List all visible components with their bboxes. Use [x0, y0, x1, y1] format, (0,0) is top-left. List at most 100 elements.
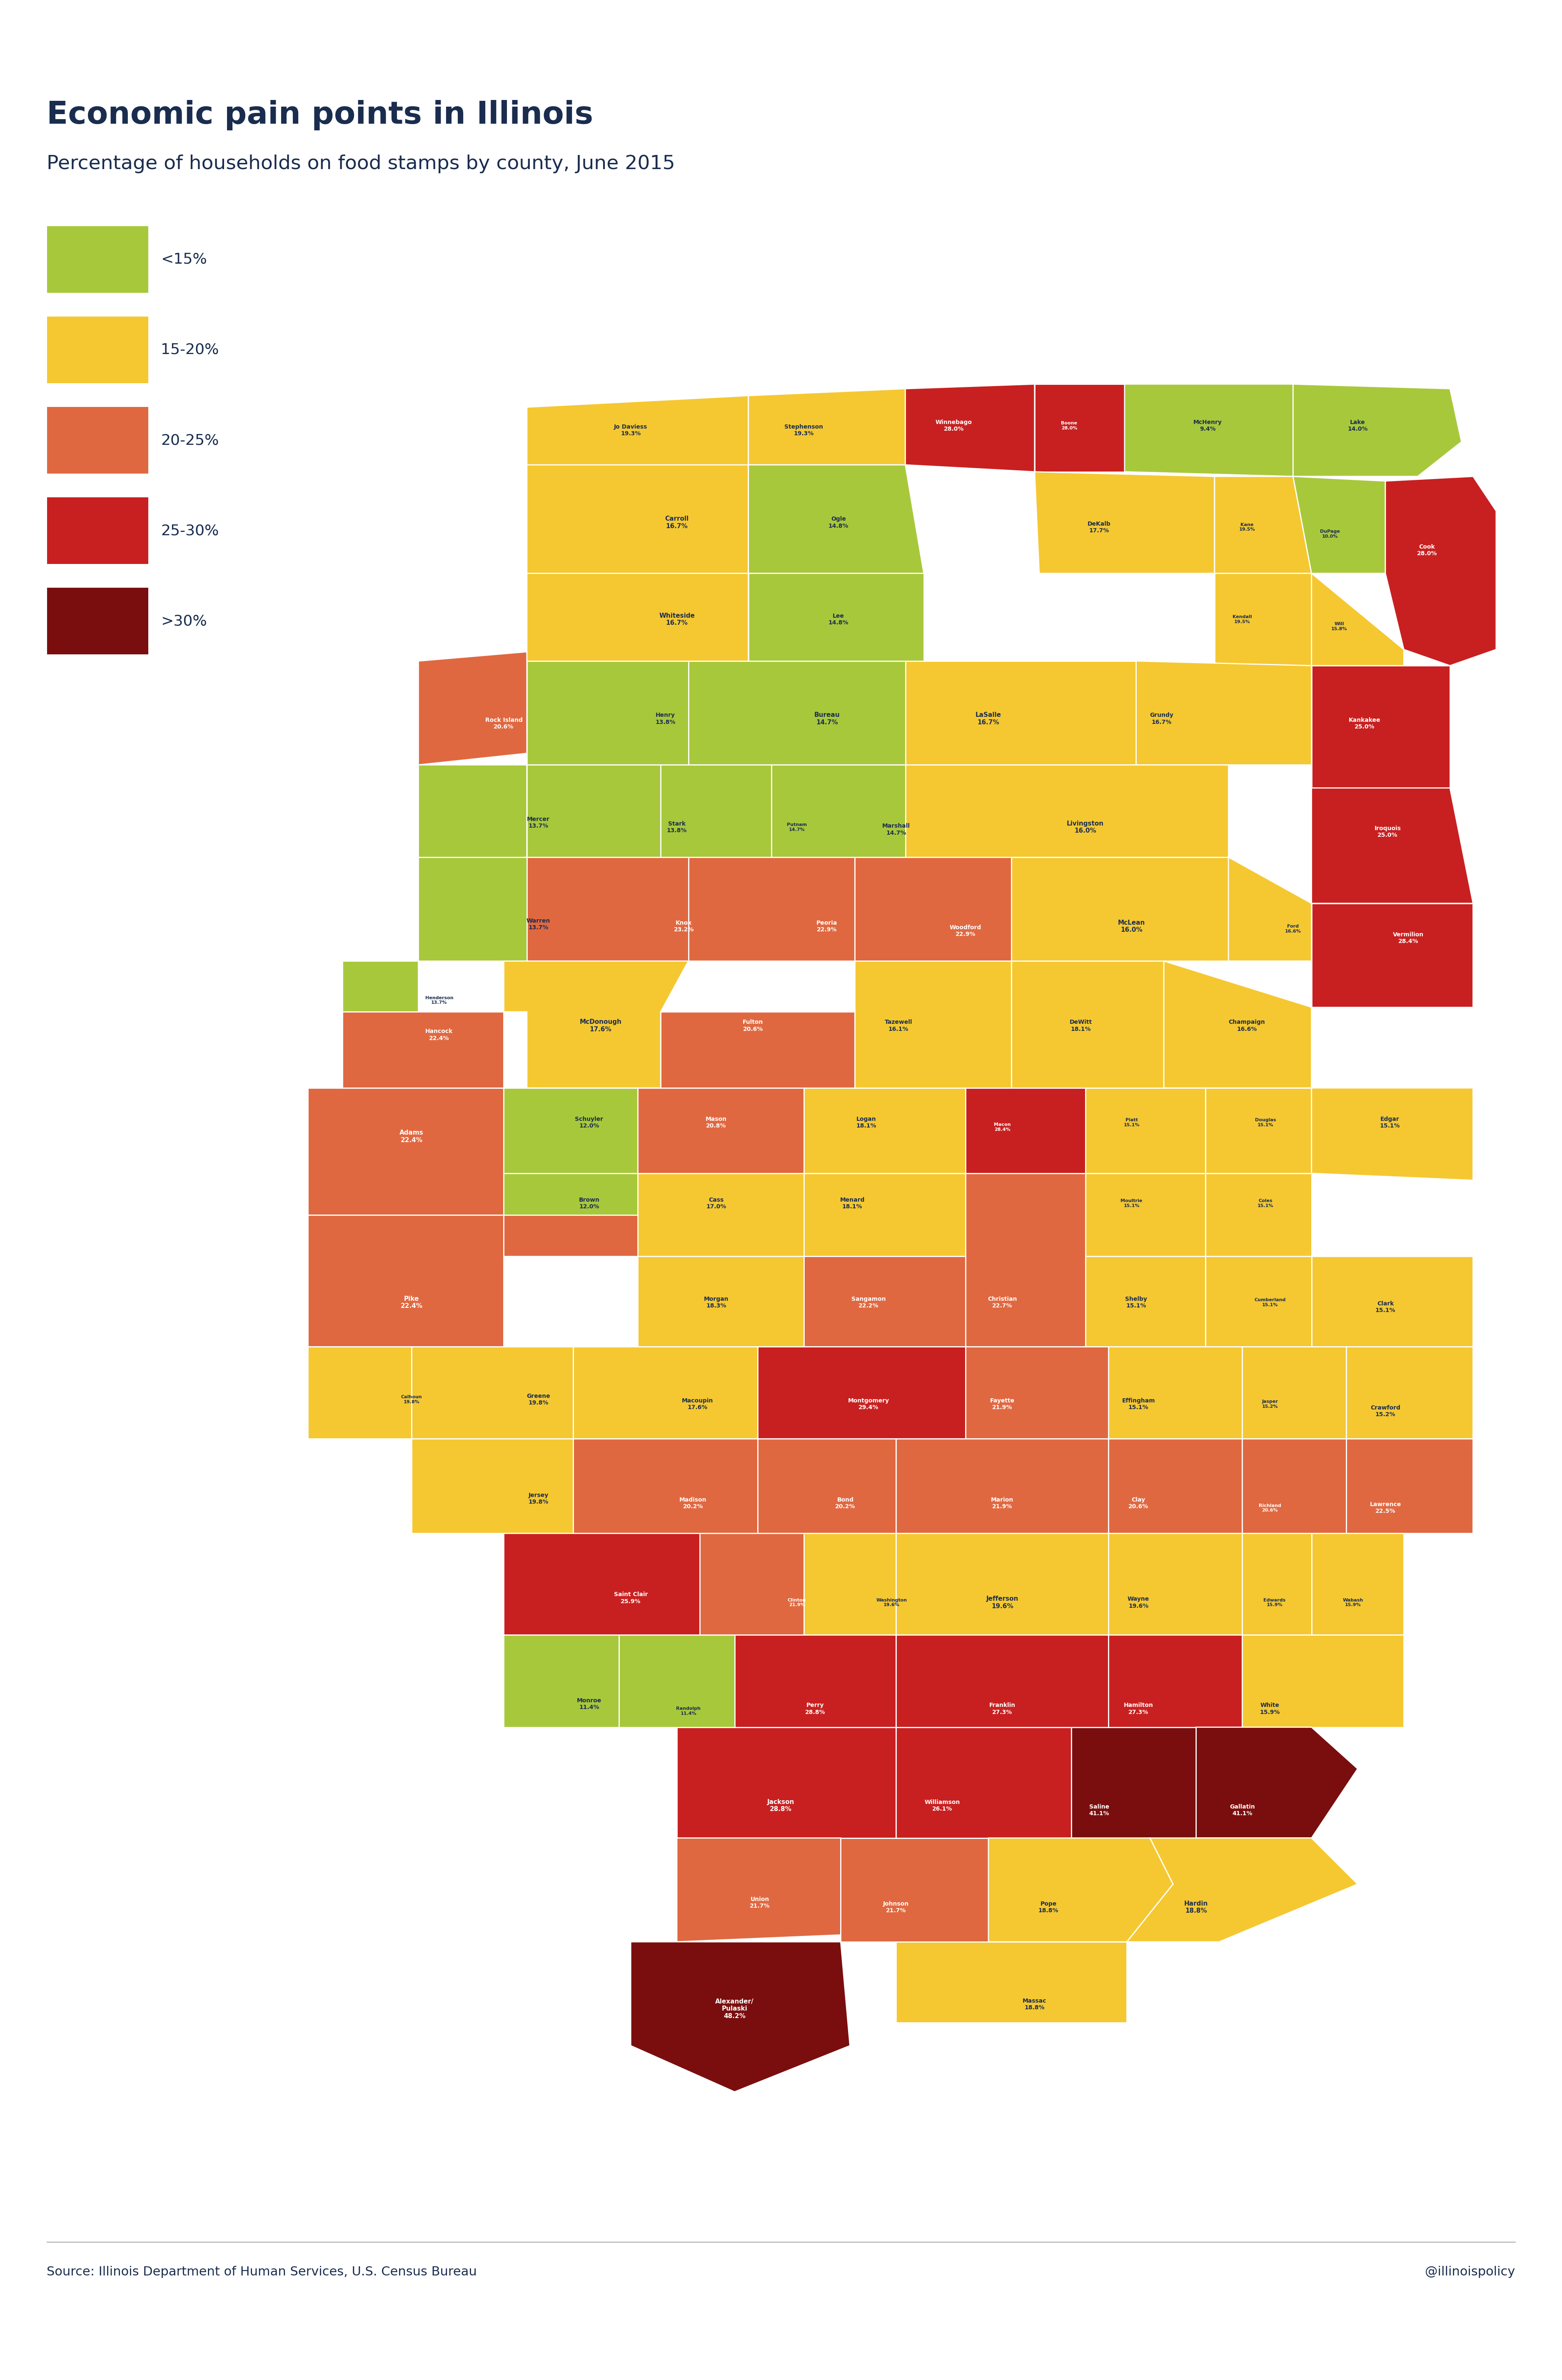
- Text: Jersey
19.8%: Jersey 19.8%: [528, 1492, 548, 1504]
- Text: Jefferson
19.6%: Jefferson 19.6%: [986, 1597, 1018, 1609]
- Polygon shape: [419, 652, 526, 764]
- Text: Boone
28.0%: Boone 28.0%: [1061, 421, 1078, 431]
- Text: Will
15.8%: Will 15.8%: [1331, 621, 1348, 631]
- Text: Wabash
15.9%: Wabash 15.9%: [1343, 1597, 1364, 1607]
- Text: Fayette
21.9%: Fayette 21.9%: [990, 1397, 1015, 1411]
- Text: Morgan
18.3%: Morgan 18.3%: [704, 1297, 728, 1309]
- Text: Piatt
15.1%: Piatt 15.1%: [1123, 1119, 1140, 1128]
- Text: Hardin
18.8%: Hardin 18.8%: [1184, 1902, 1207, 1914]
- Polygon shape: [411, 1440, 573, 1533]
- Polygon shape: [573, 1347, 758, 1440]
- Polygon shape: [1312, 574, 1404, 666]
- Polygon shape: [526, 662, 689, 764]
- Text: McLean
16.0%: McLean 16.0%: [1118, 919, 1145, 933]
- Polygon shape: [342, 962, 419, 1012]
- Polygon shape: [1312, 1088, 1473, 1180]
- Text: Edgar
15.1%: Edgar 15.1%: [1379, 1116, 1400, 1128]
- Text: Pope
18.8%: Pope 18.8%: [1039, 1902, 1059, 1914]
- Text: Knox
23.2%: Knox 23.2%: [673, 921, 694, 933]
- Text: Sangamon
22.2%: Sangamon 22.2%: [851, 1297, 886, 1309]
- Text: Clinton
21.9%: Clinton 21.9%: [787, 1597, 806, 1607]
- Text: Carroll
16.7%: Carroll 16.7%: [665, 516, 689, 528]
- Polygon shape: [1206, 1088, 1312, 1173]
- Text: Montgomery
29.4%: Montgomery 29.4%: [848, 1397, 889, 1411]
- Text: Peoria
22.9%: Peoria 22.9%: [817, 921, 837, 933]
- Text: Schuyler
12.0%: Schuyler 12.0%: [575, 1116, 603, 1128]
- Polygon shape: [1346, 1440, 1473, 1533]
- Polygon shape: [1126, 1837, 1357, 1942]
- Text: Woodford
22.9%: Woodford 22.9%: [950, 926, 981, 938]
- Text: DeWitt
18.1%: DeWitt 18.1%: [1070, 1019, 1092, 1033]
- Polygon shape: [526, 574, 748, 678]
- Polygon shape: [897, 1728, 1072, 1837]
- Polygon shape: [897, 1440, 1109, 1533]
- Polygon shape: [758, 1440, 897, 1533]
- Text: Adams
22.4%: Adams 22.4%: [400, 1130, 423, 1142]
- Polygon shape: [1312, 788, 1473, 904]
- Text: Massac
18.8%: Massac 18.8%: [1023, 1997, 1047, 2011]
- Text: Greene
19.8%: Greene 19.8%: [526, 1392, 550, 1407]
- Text: Rock Island
20.6%: Rock Island 20.6%: [486, 716, 523, 731]
- Text: Vermilion
28.4%: Vermilion 28.4%: [1393, 931, 1425, 945]
- Polygon shape: [965, 1088, 1086, 1173]
- Text: Bond
20.2%: Bond 20.2%: [836, 1497, 856, 1509]
- Polygon shape: [637, 1257, 804, 1347]
- Text: Moultrie
15.1%: Moultrie 15.1%: [1120, 1200, 1142, 1207]
- Polygon shape: [758, 1347, 965, 1440]
- Text: Washington
19.6%: Washington 19.6%: [876, 1597, 908, 1607]
- Text: <15%: <15%: [161, 252, 208, 267]
- Text: Cook
28.0%: Cook 28.0%: [1417, 545, 1437, 557]
- Text: Union
21.7%: Union 21.7%: [750, 1897, 770, 1909]
- Text: Kankakee
25.0%: Kankakee 25.0%: [1348, 716, 1381, 731]
- Text: Marshall
14.7%: Marshall 14.7%: [883, 823, 911, 835]
- Text: Mercer
13.7%: Mercer 13.7%: [526, 816, 550, 828]
- Text: 15-20%: 15-20%: [161, 343, 219, 357]
- Polygon shape: [804, 1533, 897, 1635]
- Text: Randolph
11.4%: Randolph 11.4%: [676, 1706, 701, 1716]
- Text: >30%: >30%: [161, 614, 208, 628]
- Polygon shape: [854, 962, 1012, 1088]
- Text: Wayne
19.6%: Wayne 19.6%: [1128, 1597, 1150, 1609]
- Polygon shape: [1242, 1635, 1404, 1728]
- Text: Cumberland
15.1%: Cumberland 15.1%: [1254, 1297, 1286, 1307]
- Text: Henry
13.8%: Henry 13.8%: [654, 712, 675, 726]
- Text: Bureau
14.7%: Bureau 14.7%: [814, 712, 840, 726]
- Text: Warren
13.7%: Warren 13.7%: [526, 919, 550, 931]
- Polygon shape: [854, 857, 1012, 962]
- Polygon shape: [1034, 471, 1215, 574]
- Polygon shape: [1293, 383, 1462, 476]
- Text: Effingham
15.1%: Effingham 15.1%: [1122, 1397, 1154, 1411]
- Text: Richland
20.6%: Richland 20.6%: [1259, 1504, 1281, 1511]
- Polygon shape: [505, 1533, 700, 1635]
- Text: Livingston
16.0%: Livingston 16.0%: [1067, 821, 1104, 833]
- Polygon shape: [573, 1440, 758, 1533]
- Polygon shape: [308, 1088, 505, 1214]
- Polygon shape: [619, 1635, 734, 1728]
- Polygon shape: [1385, 476, 1496, 666]
- Polygon shape: [1206, 1257, 1312, 1347]
- Polygon shape: [1109, 1347, 1242, 1440]
- Text: Clay
20.6%: Clay 20.6%: [1128, 1497, 1148, 1509]
- Text: Jackson
28.8%: Jackson 28.8%: [767, 1799, 795, 1814]
- Polygon shape: [1293, 476, 1385, 574]
- Polygon shape: [734, 1635, 897, 1728]
- Text: Putnam
14.7%: Putnam 14.7%: [787, 823, 808, 831]
- Polygon shape: [700, 1533, 804, 1635]
- Polygon shape: [748, 464, 923, 574]
- Polygon shape: [965, 1173, 1086, 1347]
- Text: Clark
15.1%: Clark 15.1%: [1375, 1302, 1395, 1314]
- Polygon shape: [1012, 857, 1228, 962]
- Polygon shape: [804, 1088, 965, 1173]
- Polygon shape: [689, 857, 854, 962]
- Text: Williamson
26.1%: Williamson 26.1%: [925, 1799, 961, 1811]
- Text: Percentage of households on food stamps by county, June 2015: Percentage of households on food stamps …: [47, 155, 675, 174]
- Polygon shape: [1242, 1347, 1346, 1440]
- Polygon shape: [1346, 1347, 1473, 1440]
- Polygon shape: [308, 1214, 505, 1347]
- Polygon shape: [526, 464, 748, 581]
- Polygon shape: [308, 1347, 411, 1440]
- Polygon shape: [661, 1012, 854, 1088]
- Polygon shape: [906, 662, 1136, 764]
- Polygon shape: [505, 1214, 637, 1257]
- Polygon shape: [772, 764, 906, 857]
